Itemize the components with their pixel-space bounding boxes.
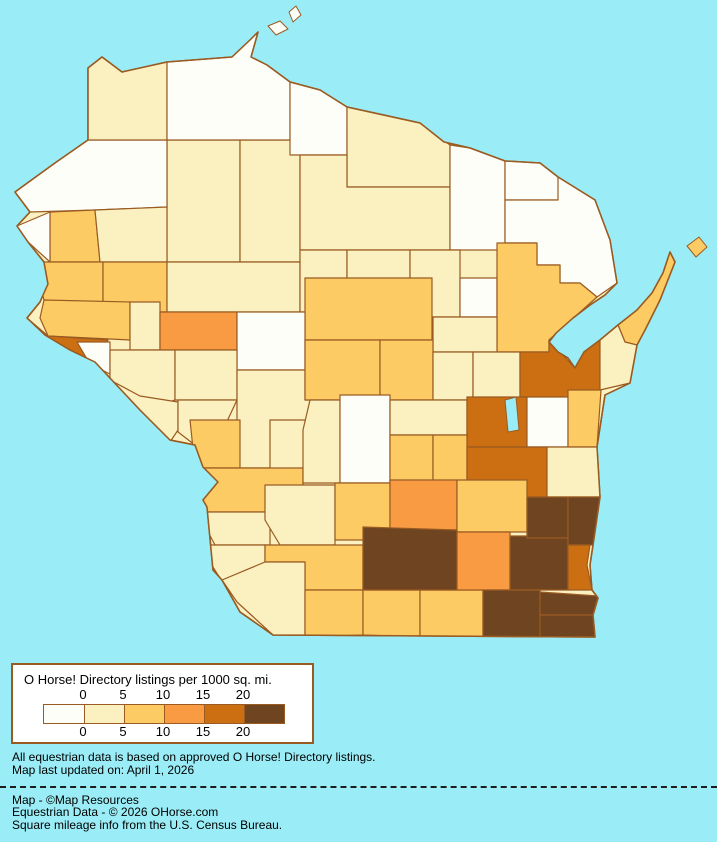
- county-shape: [166, 139, 241, 263]
- county-shape: [304, 589, 364, 637]
- legend-swatch: [164, 705, 204, 723]
- legend-tick-label: 20: [235, 724, 251, 739]
- legend-tick-label: 15: [195, 724, 211, 739]
- county-shape: [87, 56, 168, 141]
- legend-swatch: [244, 705, 284, 723]
- note-line-2: Map last updated on: April 1, 2026: [12, 763, 195, 777]
- legend-tick-label: 10: [155, 724, 171, 739]
- credit-line-3: Square mileage info from the U.S. Census…: [12, 817, 283, 832]
- island-shape: [686, 236, 708, 258]
- island-shape: [288, 5, 302, 23]
- county-shape: [539, 591, 599, 616]
- county-shape: [539, 614, 596, 637]
- lake-shape: [504, 396, 520, 433]
- county-shape: [49, 209, 101, 263]
- county-shape: [264, 484, 336, 546]
- county-shape: [189, 419, 241, 469]
- county-shape: [432, 316, 498, 353]
- county-shape: [432, 434, 468, 484]
- county-shape: [567, 496, 601, 546]
- dashed-separator: [0, 786, 717, 788]
- state-outline: [14, 31, 676, 638]
- legend-tick-label: 20: [235, 687, 251, 702]
- credit-line-1: Map - ©Map Resources: [12, 793, 139, 807]
- county-shape: [432, 351, 474, 401]
- legend-ticks-bottom: 0 5 10 15 20: [63, 724, 303, 739]
- legend-tick-label: 15: [195, 687, 211, 702]
- county-shape: [76, 341, 111, 375]
- map-notes: All equestrian data is based on approved…: [12, 751, 376, 777]
- county-shape: [304, 277, 433, 341]
- county-shape: [526, 396, 569, 448]
- legend-color-ramp: [43, 704, 285, 724]
- county-shape: [39, 299, 131, 341]
- county-shape: [362, 589, 421, 637]
- island-shape: [267, 20, 289, 36]
- legend: O Horse! Directory listings per 1000 sq.…: [11, 663, 314, 744]
- credit-line-2: Equestrian Data - © 2026 OHorse.com: [12, 805, 219, 820]
- legend-tick-label: 0: [79, 724, 87, 739]
- legend-swatch: [124, 705, 164, 723]
- county-shape: [567, 544, 593, 591]
- note-line-1: All equestrian data is based on approved…: [12, 750, 376, 764]
- credits: Map - ©Map Resources Equestrian Data - ©…: [12, 793, 283, 832]
- legend-swatch: [204, 705, 244, 723]
- county-shape: [94, 206, 168, 263]
- county-shape: [546, 446, 601, 498]
- county-shape: [526, 496, 569, 539]
- county-shape: [289, 81, 348, 156]
- county-shape: [16, 211, 51, 263]
- county-shape: [509, 535, 569, 591]
- county-shape: [472, 351, 521, 401]
- county-shape: [504, 160, 561, 201]
- county-shape: [362, 526, 458, 591]
- county-shape: [459, 277, 498, 318]
- county-shape: [221, 561, 306, 637]
- county-shape: [174, 349, 238, 401]
- map-area: [14, 5, 708, 638]
- county-layer: [15, 32, 675, 637]
- legend-tick-label: 0: [79, 687, 87, 702]
- county-shape: [304, 339, 381, 401]
- county-shape: [239, 139, 301, 263]
- county-shape: [389, 399, 468, 436]
- county-shape: [389, 434, 434, 484]
- legend-swatch: [44, 705, 84, 723]
- county-shape: [567, 389, 602, 448]
- county-shape: [449, 144, 506, 251]
- county-shape: [202, 511, 271, 546]
- county-shape: [339, 394, 391, 484]
- legend-tick-label: 5: [119, 687, 127, 702]
- county-shape: [419, 589, 484, 637]
- county-shape: [389, 479, 458, 531]
- county-shape: [129, 301, 161, 351]
- county-shape: [482, 589, 541, 637]
- county-shape: [456, 479, 528, 533]
- county-shape: [379, 339, 434, 401]
- county-shape: [236, 311, 306, 371]
- county-shape: [456, 531, 511, 591]
- county-shape: [166, 261, 301, 313]
- legend-tick-label: 5: [119, 724, 127, 739]
- county-shape: [166, 32, 291, 141]
- legend-tick-label: 10: [155, 687, 171, 702]
- legend-title: O Horse! Directory listings per 1000 sq.…: [24, 672, 272, 687]
- legend-swatch: [84, 705, 124, 723]
- legend-ticks-top: 0 5 10 15 20: [63, 687, 303, 702]
- county-shape: [302, 399, 341, 484]
- wisconsin-map: [14, 5, 708, 638]
- county-shape: [159, 311, 238, 351]
